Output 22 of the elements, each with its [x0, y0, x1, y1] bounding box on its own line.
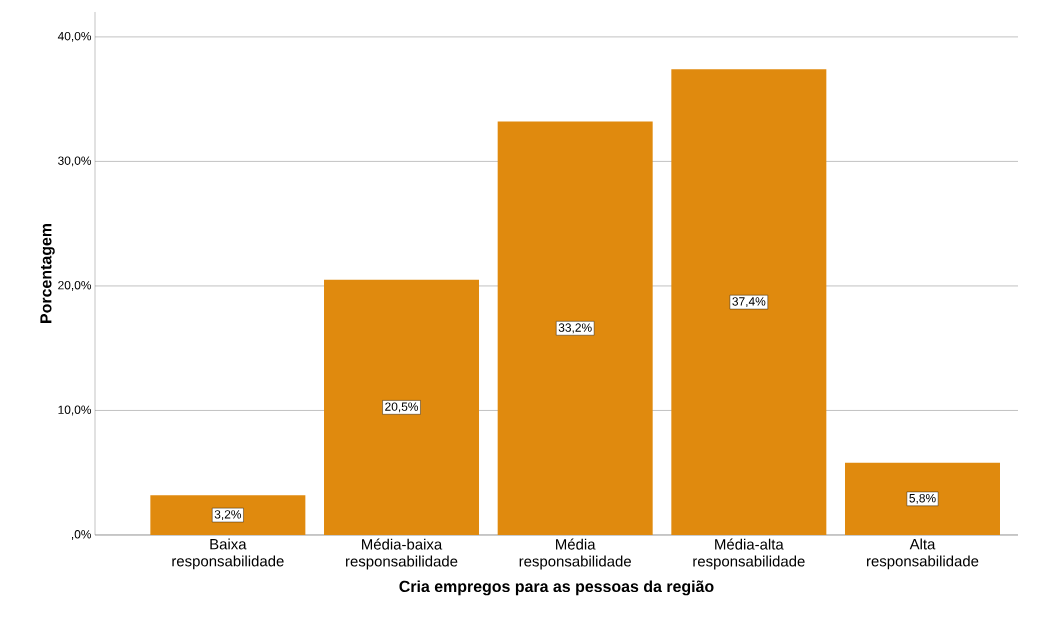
data-label: 37,4%	[732, 297, 766, 308]
y-tick-label: 20,0%	[58, 281, 92, 291]
x-tick-label: Baixa responsabilidade	[172, 538, 284, 570]
bar	[150, 495, 306, 535]
y-tick-label: ,0%	[71, 530, 92, 540]
bar	[497, 121, 653, 535]
x-tick-label: Média responsabilidade	[519, 538, 631, 570]
x-tick-label: Média-baixa responsabilidade	[346, 538, 458, 570]
data-label: 20,5%	[385, 402, 419, 413]
bar	[845, 462, 1000, 535]
data-label: 33,2%	[558, 323, 592, 334]
bar	[671, 69, 827, 535]
y-tick-label: 30,0%	[58, 156, 92, 167]
data-label: 3,2%	[214, 510, 242, 520]
y-axis-title: Porcentagem	[40, 223, 55, 323]
x-tick-label: Média-alta responsabilidade	[693, 538, 805, 570]
y-tick-label: 40,0%	[57, 31, 92, 42]
bar	[324, 279, 480, 535]
x-axis-title: Cria empregos para as pessoas da região	[399, 580, 714, 596]
x-tick-label: Alta responsabilidade	[866, 538, 979, 570]
data-label: 5,8%	[909, 493, 936, 504]
y-tick-label: 10,0%	[58, 405, 92, 416]
